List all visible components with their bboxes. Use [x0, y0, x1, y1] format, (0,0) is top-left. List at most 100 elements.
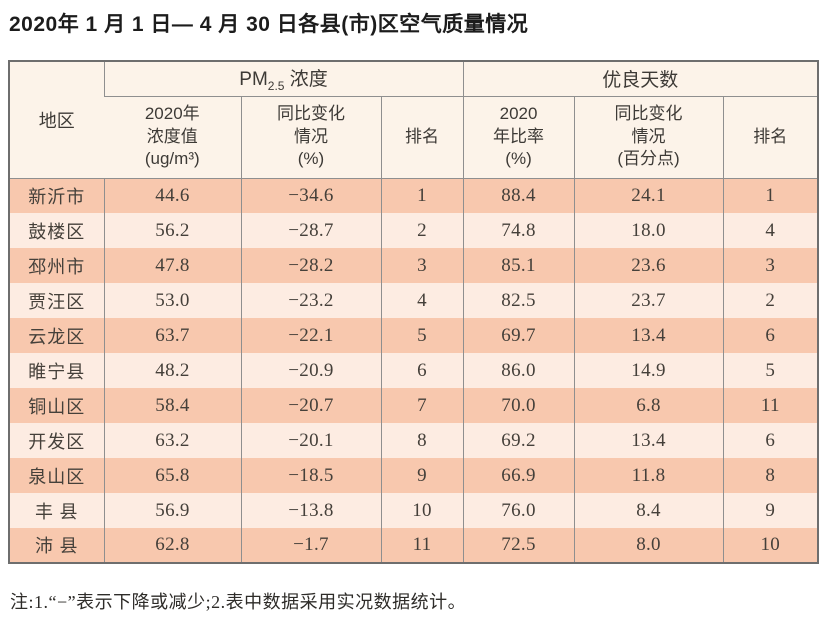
pm-rank-cell: 8 [380, 423, 464, 458]
col-header-pm-value: 2020年 浓度值 (ug/m³) [104, 96, 241, 179]
pm25-label-main: PM [239, 69, 268, 91]
good-change-cell: 23.6 [573, 248, 724, 283]
pm-rank-cell: 5 [380, 318, 464, 353]
good-change-cell: 14.9 [573, 353, 724, 388]
good-ratio-cell: 66.9 [462, 458, 575, 493]
region-cell: 鼓楼区 [9, 213, 104, 248]
region-cell: 开发区 [9, 423, 104, 458]
table-row: 铜山区 58.4 −20.7 7 70.0 6.8 11 [9, 388, 819, 423]
pm25-label-sub: 2.5 [267, 79, 285, 94]
pm-change-cell: −28.7 [240, 213, 381, 248]
region-cell: 新沂市 [9, 178, 104, 213]
good-change-cell: 24.1 [573, 178, 724, 213]
good-ratio-cell: 70.0 [462, 388, 575, 423]
pm-change-cell: −22.1 [240, 318, 381, 353]
col-header-good-ratio: 2020 年比率 (%) [462, 96, 575, 179]
pm-change-cell: −20.7 [240, 388, 381, 423]
table-header: 地区 PM2.5 浓度 优良天数 2020年 浓度值 (ug/m³) 同比变化 … [9, 61, 819, 179]
good-ratio-cell: 74.8 [462, 213, 575, 248]
header-group-row: 地区 PM2.5 浓度 优良天数 [9, 61, 819, 179]
region-cell: 睢宁县 [9, 353, 104, 388]
good-change-cell: 8.4 [573, 493, 724, 528]
good-change-cell: 13.4 [573, 423, 724, 458]
air-quality-table: 地区 PM2.5 浓度 优良天数 2020年 浓度值 (ug/m³) 同比变化 … [8, 60, 820, 564]
table-row: 开发区 63.2 −20.1 8 69.2 13.4 6 [9, 423, 819, 458]
col-group-pm25: PM2.5 浓度 [103, 61, 464, 97]
pm-change-cell: −20.1 [240, 423, 381, 458]
good-change-cell: 11.8 [573, 458, 724, 493]
pm-change-cell: −23.2 [240, 283, 381, 318]
page-title: 2020年 1 月 1 日— 4 月 30 日各县(市)区空气质量情况 [9, 13, 529, 36]
pm-change-cell: −34.6 [240, 178, 381, 213]
pm-value-cell: 62.8 [103, 528, 241, 563]
good-ratio-cell: 72.5 [462, 528, 575, 563]
good-rank-cell: 10 [722, 528, 819, 563]
table-row: 邳州市 47.8 −28.2 3 85.1 23.6 3 [9, 248, 819, 283]
pm-value-cell: 47.8 [103, 248, 241, 283]
pm-value-cell: 58.4 [103, 388, 241, 423]
good-rank-cell: 5 [722, 353, 819, 388]
col-group-good-days: 优良天数 [462, 61, 819, 97]
good-change-cell: 18.0 [573, 213, 724, 248]
pm-value-cell: 44.6 [103, 178, 241, 213]
pm-change-cell: −1.7 [240, 528, 381, 563]
pm-rank-cell: 7 [380, 388, 464, 423]
pm-value-cell: 63.2 [103, 423, 241, 458]
good-ratio-cell: 86.0 [462, 353, 575, 388]
good-rank-cell: 6 [722, 318, 819, 353]
good-change-cell: 13.4 [573, 318, 724, 353]
col-header-pm-rank: 排名 [380, 96, 464, 179]
good-rank-cell: 6 [722, 423, 819, 458]
table-row: 沛 县 62.8 −1.7 11 72.5 8.0 10 [9, 528, 819, 563]
pm-value-cell: 63.7 [103, 318, 241, 353]
pm-value-cell: 56.9 [103, 493, 241, 528]
good-rank-cell: 4 [722, 213, 819, 248]
good-rank-cell: 2 [722, 283, 819, 318]
region-cell: 泉山区 [9, 458, 104, 493]
pm-value-cell: 56.2 [103, 213, 241, 248]
good-rank-cell: 8 [722, 458, 819, 493]
region-cell: 邳州市 [9, 248, 104, 283]
table-body: 新沂市 44.6 −34.6 1 88.4 24.1 1 鼓楼区 56.2 −2… [9, 178, 819, 563]
pm-rank-cell: 11 [380, 528, 464, 563]
pm-change-cell: −18.5 [240, 458, 381, 493]
region-cell: 铜山区 [9, 388, 104, 423]
pm-rank-cell: 1 [380, 178, 464, 213]
good-change-cell: 23.7 [573, 283, 724, 318]
table-row: 贾汪区 53.0 −23.2 4 82.5 23.7 2 [9, 283, 819, 318]
good-change-cell: 8.0 [573, 528, 724, 563]
footnote: 注:1.“−”表示下降或减少;2.表中数据采用实况数据统计。 [10, 592, 467, 612]
pm-rank-cell: 9 [380, 458, 464, 493]
region-cell: 云龙区 [9, 318, 104, 353]
pm-value-cell: 65.8 [103, 458, 241, 493]
good-rank-cell: 1 [722, 178, 819, 213]
pm-rank-cell: 2 [380, 213, 464, 248]
region-cell: 丰 县 [9, 493, 104, 528]
table-row: 睢宁县 48.2 −20.9 6 86.0 14.9 5 [9, 353, 819, 388]
good-ratio-cell: 76.0 [462, 493, 575, 528]
pm-rank-cell: 6 [380, 353, 464, 388]
good-rank-cell: 3 [722, 248, 819, 283]
pm25-label-rest: 浓度 [284, 69, 328, 91]
pm-change-cell: −13.8 [240, 493, 381, 528]
good-ratio-cell: 85.1 [462, 248, 575, 283]
table-row: 丰 县 56.9 −13.8 10 76.0 8.4 9 [9, 493, 819, 528]
col-header-pm-change: 同比变化 情况 (%) [240, 96, 381, 179]
good-ratio-cell: 69.7 [462, 318, 575, 353]
good-ratio-cell: 82.5 [462, 283, 575, 318]
good-ratio-cell: 69.2 [462, 423, 575, 458]
good-ratio-cell: 88.4 [462, 178, 575, 213]
pm-value-cell: 48.2 [103, 353, 241, 388]
col-header-region: 地区 [9, 61, 104, 179]
table-row: 新沂市 44.6 −34.6 1 88.4 24.1 1 [9, 178, 819, 213]
pm-change-cell: −20.9 [240, 353, 381, 388]
pm-value-cell: 53.0 [103, 283, 241, 318]
col-header-good-change: 同比变化 情况 (百分点) [573, 96, 724, 179]
header-sub-row: 2020年 浓度值 (ug/m³) 同比变化 情况 (%) 排名 2020 年比… [9, 96, 819, 179]
good-rank-cell: 11 [722, 388, 819, 423]
col-header-good-rank: 排名 [722, 96, 819, 179]
good-rank-cell: 9 [722, 493, 819, 528]
region-cell: 沛 县 [9, 528, 104, 563]
good-change-cell: 6.8 [573, 388, 724, 423]
